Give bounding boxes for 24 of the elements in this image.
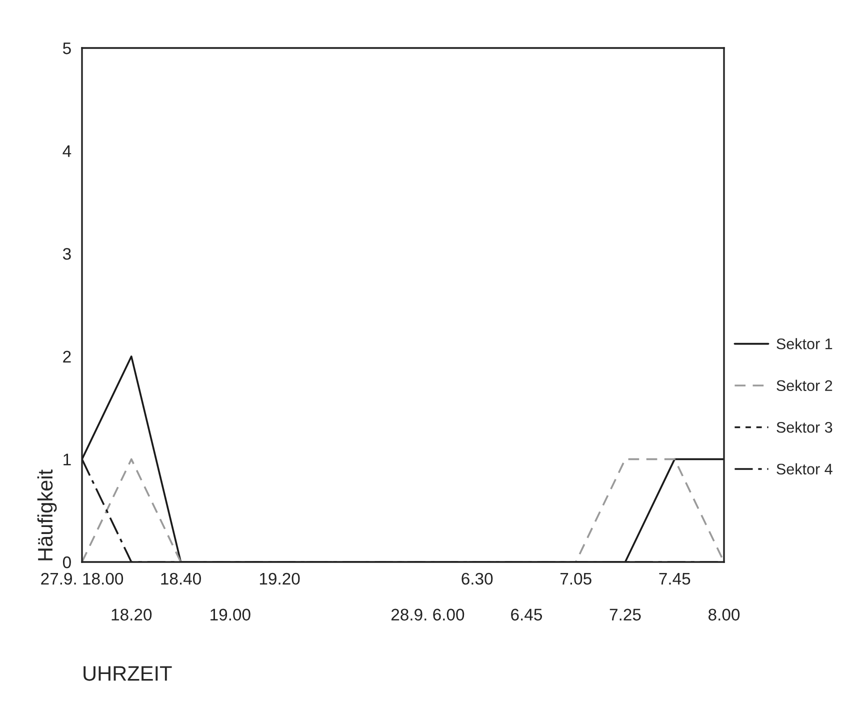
x-axis-title: UHRZEIT xyxy=(84,666,172,681)
x-tick-label: 8.00 xyxy=(708,608,740,621)
legend-label: Sektor 4 xyxy=(776,463,832,475)
x-tick-label: 7.05 xyxy=(560,572,592,585)
legend-label: Sektor 1 xyxy=(776,338,832,350)
x-tick-label: 7.45 xyxy=(659,573,690,585)
y-tick-label: 0 xyxy=(62,556,71,568)
x-tick-label: 6.30 xyxy=(462,572,493,585)
x-tick-label: 19.00 xyxy=(210,608,250,621)
x-tick-label: 18.40 xyxy=(161,572,201,585)
y-tick-label: 3 xyxy=(62,248,71,260)
y-tick-label: 4 xyxy=(62,145,72,157)
x-tick-label: 28.9. 6.00 xyxy=(391,608,464,621)
y-tick-label: 5 xyxy=(62,42,71,54)
x-tick-label: 19.20 xyxy=(260,572,300,585)
x-tick-label: 6.45 xyxy=(511,608,542,621)
x-tick-label: 27.9. 18.00 xyxy=(41,572,124,585)
x-tick-label: 7.25 xyxy=(610,608,641,621)
legend-label: Sektor 3 xyxy=(776,422,832,433)
legend-label: Sektor 2 xyxy=(776,380,832,392)
y-axis-title: Häufigkeit xyxy=(37,470,57,560)
x-tick-label: 18.20 xyxy=(112,608,152,621)
y-tick-label: 1 xyxy=(64,454,71,466)
y-tick-label: 2 xyxy=(63,350,71,362)
